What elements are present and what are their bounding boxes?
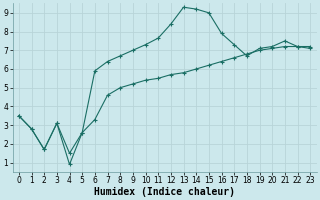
- X-axis label: Humidex (Indice chaleur): Humidex (Indice chaleur): [94, 186, 235, 197]
